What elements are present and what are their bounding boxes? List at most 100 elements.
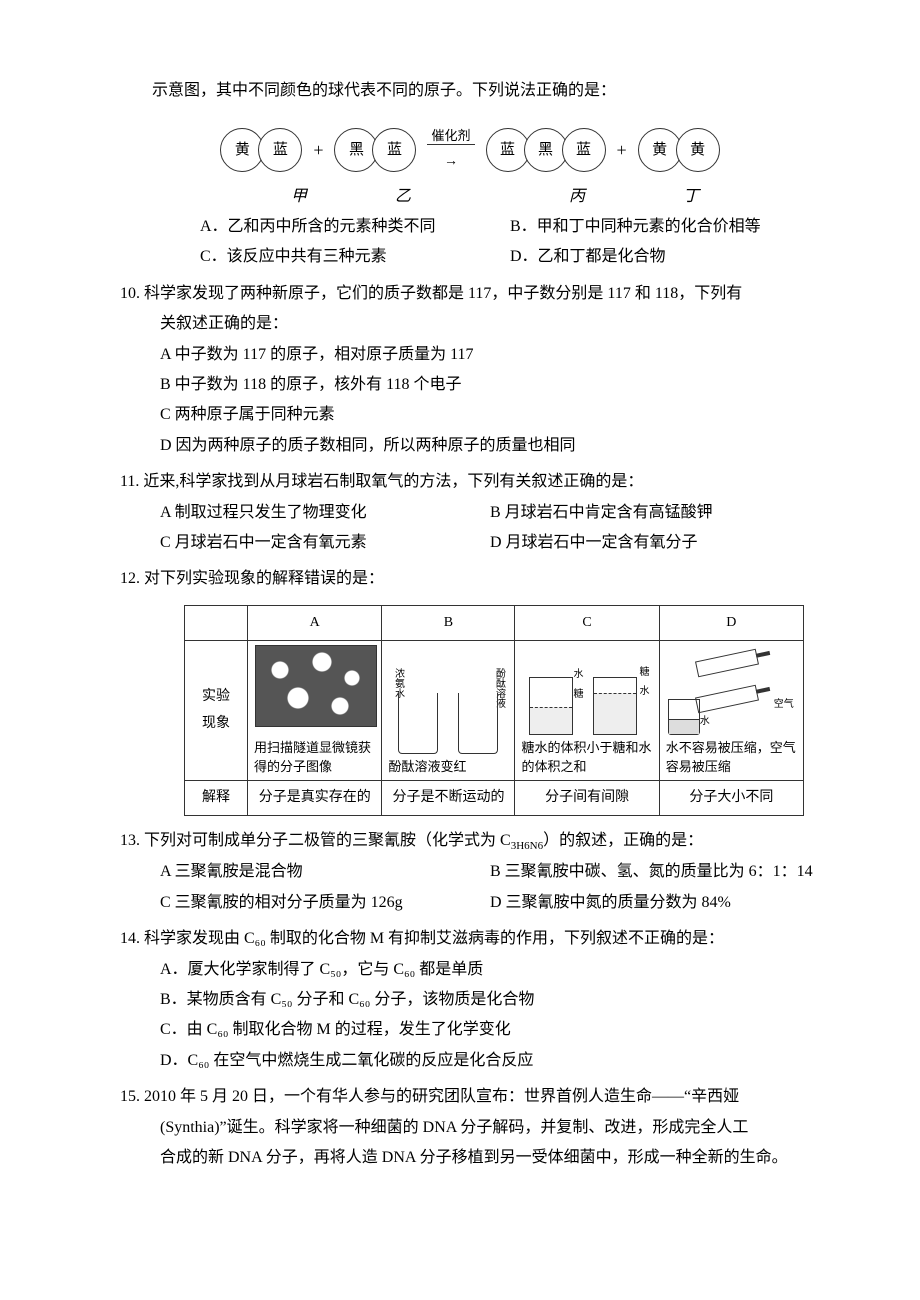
plus-2: +	[617, 133, 627, 167]
q10-opt-c: C 两种原子属于同种元素	[160, 400, 820, 430]
explain-b: 分子是不断运动的	[382, 780, 515, 816]
hdr-blank	[185, 605, 248, 641]
q13-opt-d: D 三聚氰胺中氮的质量分数为 84%	[490, 888, 820, 918]
plus-1: +	[313, 133, 323, 167]
catalyst-label: 催化剂	[427, 128, 474, 145]
table-row-explain: 解释 分子是真实存在的 分子是不断运动的 分子间有间隙 分子大小不同	[185, 780, 804, 816]
q9-opt-b: B．甲和丁中同种元素的化合价相等	[510, 212, 820, 242]
hdr-a: A	[248, 605, 382, 641]
q9-intro: 示意图，其中不同颜色的球代表不同的原子。下列说法正确的是：	[120, 76, 820, 106]
q15: 15. 2010 年 5 月 20 日，一个有华人参与的研究团队宣布：世界首例人…	[120, 1082, 820, 1173]
q9-opt-d: D．乙和丁都是化合物	[510, 242, 820, 272]
label-yi: 乙	[348, 182, 458, 212]
diagram-labels: 甲 乙 丙 丁	[120, 182, 820, 212]
q11-num: 11.	[120, 473, 139, 490]
arrow-head-icon: →	[444, 154, 458, 169]
q12: 12. 对下列实验现象的解释错误的是：	[120, 564, 820, 594]
q11-stem: 近来,科学家找到从月球岩石制取氧气的方法，下列有关叙述正确的是：	[143, 473, 643, 490]
row1-label: 实验 现象	[185, 641, 248, 780]
q11: 11. 近来,科学家找到从月球岩石制取氧气的方法，下列有关叙述正确的是： A 制…	[120, 467, 820, 558]
cell-d: 空气 水 水不容易被压缩，空气容易被压缩	[659, 641, 803, 780]
q13-opt-c: C 三聚氰胺的相对分子质量为 126g	[160, 888, 490, 918]
q13-stem-a: 下列对可制成单分子二极管的三聚氰胺（化学式为 C	[144, 832, 511, 849]
ball-black: 黑	[524, 128, 568, 172]
q15-num: 15.	[120, 1088, 140, 1105]
q10-opt-b: B 中子数为 118 的原子，核外有 118 个电子	[160, 370, 820, 400]
q9-opt-a: A．乙和丙中所含的元素种类不同	[200, 212, 510, 242]
q15-l3: 合成的新 DNA 分子，再将人造 DNA 分子移植到另一受体细菌中，形成一种全新…	[160, 1143, 820, 1173]
cell-c: 水 糖水 糖 糖水的体积小于糖和水的体积之和	[515, 641, 659, 780]
caption-a: 用扫描隧道显微镜获得的分子图像	[254, 739, 375, 775]
img-a-microscope	[255, 645, 375, 735]
q10-opt-d: D 因为两种原子的质子数相同，所以两种原子的质量也相同	[160, 431, 820, 461]
label-sugarwater: 糖水	[637, 663, 651, 701]
q9-opt-c: C．该反应中共有三种元素	[200, 242, 510, 272]
q12-num: 12.	[120, 570, 140, 587]
q10-opt-a: A 中子数为 117 的原子，相对原子质量为 117	[160, 340, 820, 370]
reaction-diagram: 黄蓝 + 黑蓝 催化剂 → 蓝黑蓝 + 黄黄	[120, 124, 820, 175]
ball-blue: 蓝	[562, 128, 606, 172]
q11-opt-b: B 月球岩石中肯定含有高锰酸钾	[490, 498, 820, 528]
label-water: 水	[573, 665, 583, 684]
label-ding: 丁	[656, 182, 726, 212]
hdr-c: C	[515, 605, 659, 641]
group-ding: 黄黄	[641, 128, 717, 172]
q13: 13. 下列对可制成单分子二极管的三聚氰胺（化学式为 C3H6N6）的叙述，正确…	[120, 826, 820, 918]
cell-a: 用扫描隧道显微镜获得的分子图像	[248, 641, 382, 780]
label-water-d: 水	[700, 712, 710, 731]
ball-blue: 蓝	[486, 128, 530, 172]
q13-opt-b: B 三聚氰胺中碳、氢、氮的质量比为 6：1：14	[490, 857, 820, 887]
label-air: 空气	[774, 695, 794, 714]
table-header-row: A B C D	[185, 605, 804, 641]
q13-formula-sub: 3H6N6	[511, 841, 543, 853]
q10: 10. 科学家发现了两种新原子，它们的质子数都是 117，中子数分别是 117 …	[120, 279, 820, 461]
q15-l1: 2010 年 5 月 20 日，一个有华人参与的研究团队宣布：世界首例人造生命—…	[144, 1088, 739, 1105]
catalyst-arrow: 催化剂 →	[427, 124, 474, 175]
q12-stem: 对下列实验现象的解释错误的是：	[144, 570, 384, 587]
q11-opt-c: C 月球岩石中一定含有氧元素	[160, 528, 490, 558]
q11-opt-a: A 制取过程只发生了物理变化	[160, 498, 490, 528]
group-yi: 黑蓝	[337, 128, 413, 172]
q12-table: A B C D 实验 现象 用扫描隧道显微镜获得的分子图像 浓氨水 酚酞溶液 酚…	[184, 605, 804, 817]
q9-options: A．乙和丙中所含的元素种类不同 B．甲和丁中同种元素的化合价相等 C．该反应中共…	[200, 212, 820, 273]
q10-stem: 科学家发现了两种新原子，它们的质子数都是 117，中子数分别是 117 和 11…	[144, 285, 742, 302]
q13-stem: 下列对可制成单分子二极管的三聚氰胺（化学式为 C3H6N6）的叙述，正确的是：	[144, 832, 703, 849]
hdr-d: D	[659, 605, 803, 641]
img-c-cups: 水 糖水 糖	[521, 645, 651, 735]
explain-d: 分子大小不同	[659, 780, 803, 816]
q14-opt-d: D．C₆₀ 在空气中燃烧生成二氧化碳的反应是化合反应	[160, 1046, 820, 1076]
caption-b: 酚酞溶液变红	[388, 758, 508, 776]
cell-b: 浓氨水 酚酞溶液 酚酞溶液变红	[382, 641, 515, 780]
q13-opt-a: A 三聚氰胺是混合物	[160, 857, 490, 887]
q14-stem: 科学家发现由 C₆₀ 制取的化合物 M 有抑制艾滋病毒的作用，下列叙述不正确的是…	[144, 930, 724, 947]
ball-blue: 蓝	[372, 128, 416, 172]
q14-opt-c: C．由 C₆₀ 制取化合物 M 的过程，发生了化学变化	[160, 1015, 820, 1045]
img-d-syringes: 空气 水	[666, 645, 796, 735]
table-row-phenomenon: 实验 现象 用扫描隧道显微镜获得的分子图像 浓氨水 酚酞溶液 酚酞溶液变红 水	[185, 641, 804, 780]
hdr-b: B	[382, 605, 515, 641]
ball-yellow: 黄	[676, 128, 720, 172]
label-bing: 丙	[502, 182, 652, 212]
explain-a: 分子是真实存在的	[248, 780, 382, 816]
q14-opt-b: B．某物质含有 C₅₀ 分子和 C₆₀ 分子，该物质是化合物	[160, 985, 820, 1015]
q14-num: 14.	[120, 930, 140, 947]
explain-c: 分子间有间隙	[515, 780, 659, 816]
group-bing: 蓝黑蓝	[489, 128, 603, 172]
group-jia: 黄蓝	[223, 128, 299, 172]
q13-stem-b: ）的叙述，正确的是：	[543, 832, 703, 849]
q13-num: 13.	[120, 832, 140, 849]
q14: 14. 科学家发现由 C₆₀ 制取的化合物 M 有抑制艾滋病毒的作用，下列叙述不…	[120, 924, 820, 1076]
q14-opt-a: A．厦大化学家制得了 C₅₀，它与 C₆₀ 都是单质	[160, 955, 820, 985]
q15-l2: (Synthia)”诞生。科学家将一种细菌的 DNA 分子解码，并复制、改进，形…	[160, 1113, 820, 1143]
caption-c: 糖水的体积小于糖和水的体积之和	[521, 739, 652, 775]
caption-d: 水不容易被压缩，空气容易被压缩	[666, 739, 797, 775]
img-b-beakers: 浓氨水 酚酞溶液	[388, 664, 508, 754]
q10-stem2: 关叙述正确的是：	[160, 309, 820, 339]
ball-blue: 蓝	[258, 128, 302, 172]
label-jia: 甲	[254, 182, 344, 212]
q12-table-wrap: WWW.ZIXIN.COM.CN A B C D 实验 现象 用扫描隧道显微镜获…	[184, 605, 820, 817]
q11-opt-d: D 月球岩石中一定含有氧分子	[490, 528, 820, 558]
row2-label: 解释	[185, 780, 248, 816]
label-sugar: 糖	[573, 685, 583, 704]
q10-num: 10.	[120, 285, 140, 302]
